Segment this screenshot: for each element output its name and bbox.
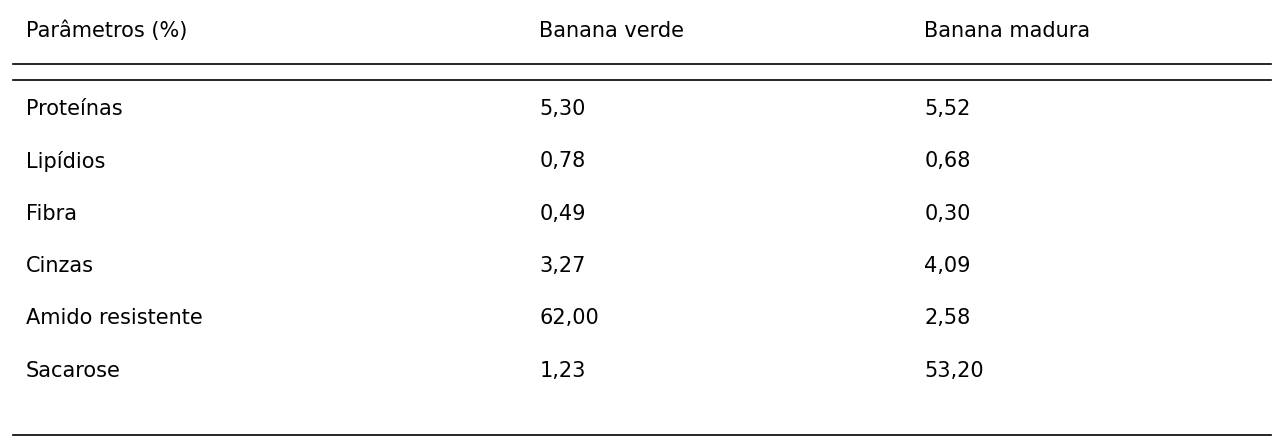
Text: Lipídios: Lipídios	[26, 151, 105, 172]
Text: Banana madura: Banana madura	[924, 21, 1090, 41]
Text: Parâmetros (%): Parâmetros (%)	[26, 21, 187, 41]
Text: 0,68: 0,68	[924, 151, 971, 171]
Text: 5,52: 5,52	[924, 99, 971, 119]
Text: Banana verde: Banana verde	[539, 21, 684, 41]
Text: 53,20: 53,20	[924, 361, 984, 381]
Text: 62,00: 62,00	[539, 308, 600, 329]
Text: 0,78: 0,78	[539, 151, 586, 171]
Text: Cinzas: Cinzas	[26, 256, 94, 276]
Text: 3,27: 3,27	[539, 256, 586, 276]
Text: 2,58: 2,58	[924, 308, 971, 329]
Text: Proteínas: Proteínas	[26, 99, 122, 119]
Text: Amido resistente: Amido resistente	[26, 308, 203, 329]
Text: 4,09: 4,09	[924, 256, 971, 276]
Text: 0,49: 0,49	[539, 203, 586, 224]
Text: Sacarose: Sacarose	[26, 361, 121, 381]
Text: Fibra: Fibra	[26, 203, 77, 224]
Text: 5,30: 5,30	[539, 99, 586, 119]
Text: 0,30: 0,30	[924, 203, 971, 224]
Text: 1,23: 1,23	[539, 361, 586, 381]
